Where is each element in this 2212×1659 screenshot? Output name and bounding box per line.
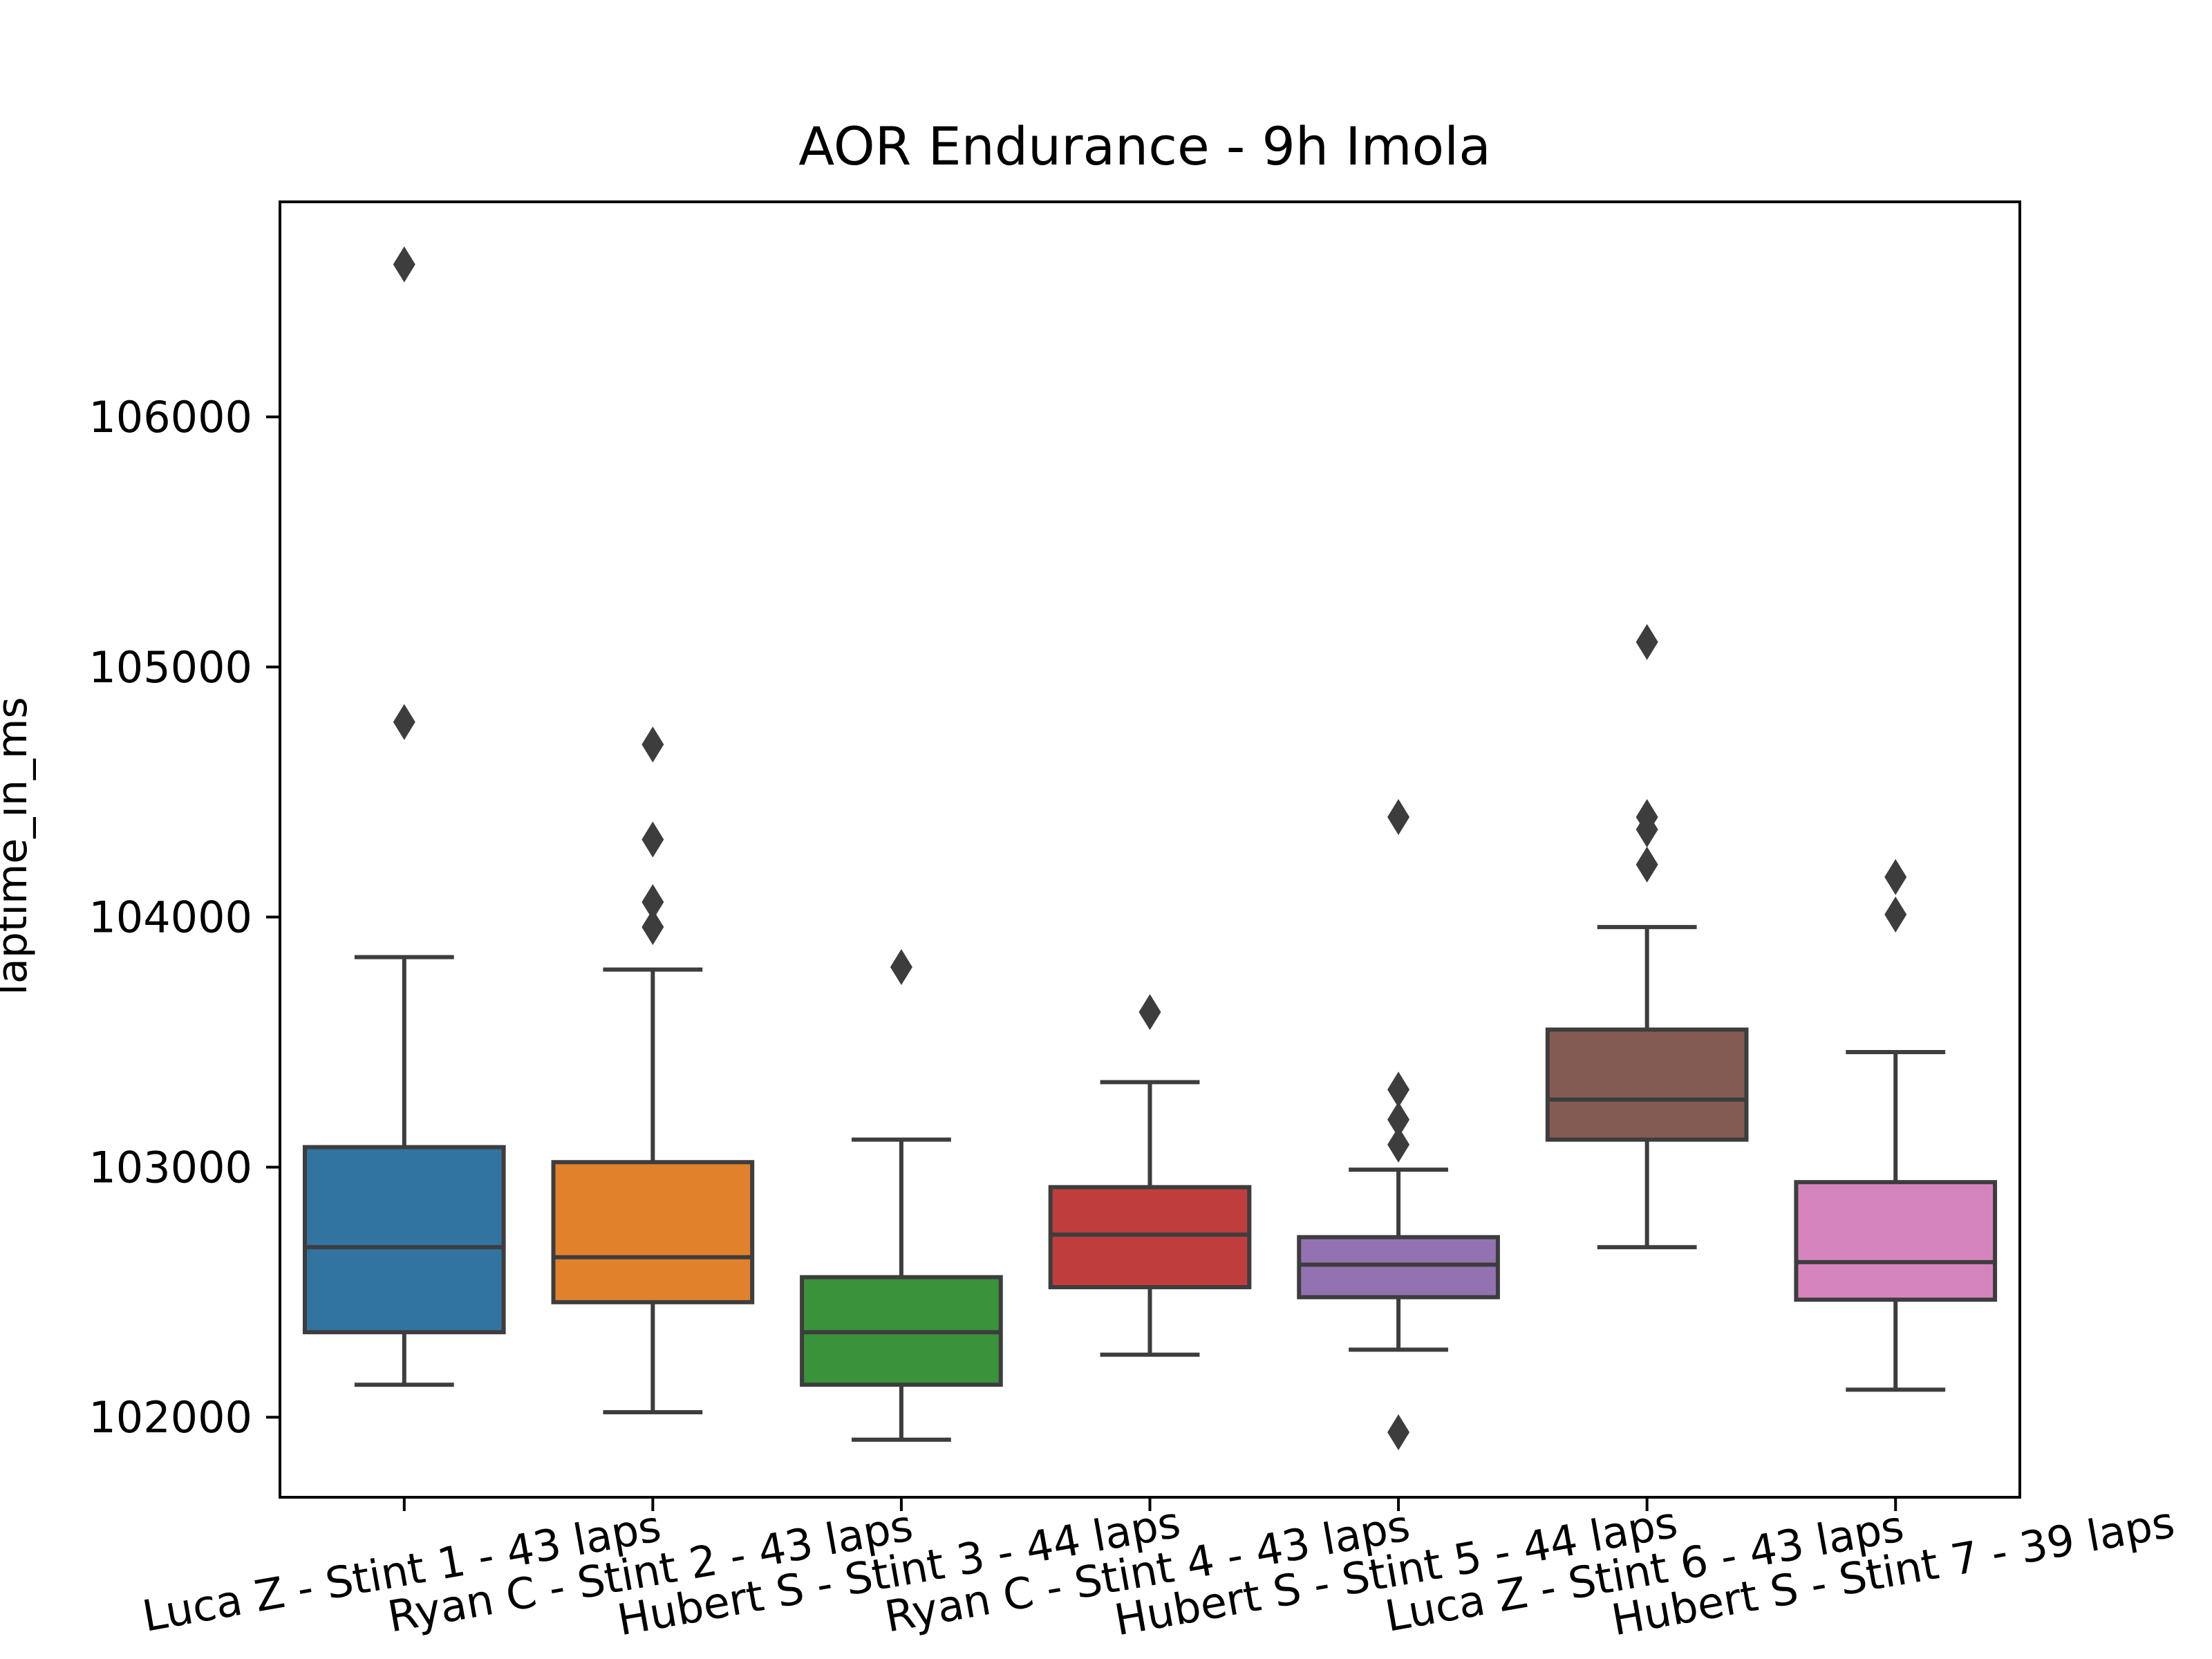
iqr-box — [302, 1145, 506, 1335]
outlier-point — [1884, 897, 1907, 933]
y-tick-label: 105000 — [88, 642, 252, 693]
outlier-point — [641, 727, 664, 763]
outlier-point — [1635, 798, 1658, 835]
outlier-point — [393, 704, 415, 740]
box-group — [800, 949, 1003, 1442]
box-group — [1794, 859, 1998, 1392]
y-tick-label: 102000 — [88, 1392, 252, 1443]
box-group — [1297, 798, 1500, 1450]
iqr-box — [1048, 1185, 1252, 1290]
box-group — [1048, 994, 1252, 1357]
y-tick-label: 103000 — [88, 1142, 252, 1192]
boxes-layer — [302, 246, 1998, 1450]
outlier-point — [890, 949, 912, 986]
outlier-point — [1387, 1101, 1410, 1138]
outlier-point — [1138, 994, 1161, 1031]
iqr-box — [1545, 1027, 1749, 1142]
outlier-point — [641, 909, 664, 946]
outlier-point — [1387, 1071, 1410, 1108]
iqr-box — [1794, 1180, 1998, 1302]
box-group — [551, 727, 755, 1414]
outlier-point — [393, 246, 415, 283]
outlier-point — [1387, 1414, 1410, 1450]
outlier-point — [1884, 859, 1907, 895]
chart-title: AOR Endurance - 9h Imola — [798, 115, 1491, 177]
box-group — [302, 246, 506, 1387]
outlier-point — [1635, 846, 1658, 883]
y-axis-label: laptime_in_ms — [0, 697, 37, 995]
iqr-box — [1297, 1235, 1500, 1300]
y-tick-label: 106000 — [88, 392, 252, 442]
outlier-point — [1387, 1126, 1410, 1163]
outlier-point — [641, 883, 664, 920]
y-tick-label: 104000 — [88, 892, 252, 943]
iqr-box — [551, 1160, 755, 1304]
box-group — [1545, 624, 1749, 1250]
outlier-point — [641, 821, 664, 858]
outlier-point — [1387, 798, 1410, 835]
outlier-point — [1635, 624, 1658, 660]
